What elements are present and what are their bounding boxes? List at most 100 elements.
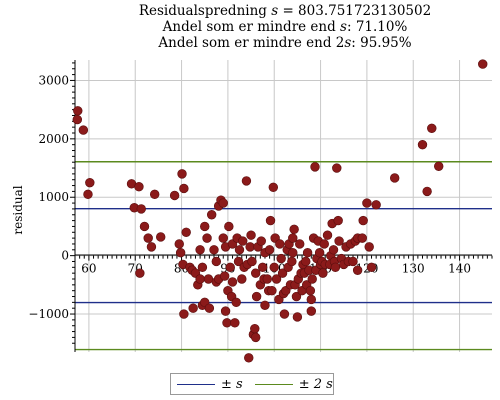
data-point-84 — [264, 245, 275, 255]
ticks: 60708090100110120130140−1000010002000300… — [28, 62, 493, 344]
data-point-28 — [195, 274, 205, 284]
data-point-74 — [251, 291, 262, 302]
data-point-64 — [241, 176, 252, 186]
data-point-155 — [362, 198, 372, 208]
data-point-141 — [332, 163, 342, 173]
data-point-142 — [333, 215, 343, 226]
data-point-26 — [188, 303, 198, 313]
title-line-3-prefix: Andel som er mindre end 2 — [158, 35, 345, 51]
data-point-117 — [302, 248, 313, 258]
title-line-1-value: = 803.751723130502 — [278, 3, 432, 19]
y-tick-label-2000: 2000 — [38, 132, 69, 146]
data-point-160 — [417, 139, 428, 150]
data-point-6 — [134, 182, 144, 192]
legend-swatch-s — [177, 383, 215, 385]
title-line-3: Andel som er mindre end 2s: 95.95% — [75, 35, 495, 51]
data-point-59 — [233, 256, 244, 267]
data-point-16 — [174, 239, 184, 249]
data-point-87 — [268, 182, 279, 193]
data-point-11 — [143, 233, 153, 243]
chart-title: Residualspredning s = 803.751723130502 A… — [75, 3, 495, 51]
data-point-104 — [288, 233, 298, 243]
x-tick-label-130: 130 — [402, 262, 425, 276]
data-point-158 — [371, 200, 381, 210]
data-point-12 — [146, 242, 157, 252]
y-tick-label-3000: 3000 — [38, 73, 69, 87]
data-point-4 — [83, 189, 93, 200]
data-point-92 — [275, 239, 285, 249]
data-point-67 — [245, 242, 255, 252]
data-point-105 — [289, 224, 299, 235]
data-point-46 — [219, 271, 230, 281]
data-point-128 — [314, 248, 325, 258]
data-point-2 — [78, 125, 89, 135]
data-point-78 — [257, 262, 268, 273]
data-point-162 — [427, 123, 437, 134]
data-point-152 — [352, 265, 363, 275]
data-point-131 — [318, 268, 328, 278]
data-point-93 — [276, 253, 286, 264]
data-point-29 — [197, 262, 208, 273]
data-point-60 — [234, 245, 245, 255]
data-point-90 — [271, 274, 282, 284]
data-point-156 — [364, 242, 374, 252]
data-point-119 — [305, 285, 316, 296]
legend-label-2s: ± 2 s — [298, 376, 333, 392]
data-point-10 — [139, 221, 150, 232]
data-point-3 — [85, 177, 95, 188]
data-point-19 — [175, 248, 186, 258]
title-line-2: Andel som er mindre end s: 71.10% — [75, 19, 495, 35]
y-axis-label: residual — [11, 185, 25, 234]
data-point-8 — [136, 204, 146, 214]
data-point-107 — [291, 291, 302, 302]
data-point-30 — [195, 245, 205, 255]
data-point-25 — [179, 309, 189, 319]
data-point-122 — [307, 274, 317, 284]
legend-label-s: ± s — [221, 376, 243, 392]
data-point-80 — [260, 300, 270, 310]
data-point-132 — [319, 239, 329, 249]
title-line-1-var: s — [271, 3, 279, 19]
data-point-73 — [251, 268, 261, 278]
data-point-164 — [478, 59, 488, 69]
title-line-3-value: : 95.95% — [351, 35, 412, 51]
data-point-52 — [225, 262, 235, 273]
data-point-45 — [218, 233, 228, 243]
data-point-124 — [310, 162, 320, 172]
data-point-77 — [256, 236, 266, 246]
data-point-85 — [265, 215, 276, 226]
data-point-17 — [177, 169, 187, 179]
data-point-61 — [237, 274, 247, 284]
data-point-96 — [279, 309, 290, 319]
data-point-44 — [218, 198, 228, 208]
data-points — [72, 59, 488, 363]
data-point-72 — [251, 332, 261, 343]
data-point-69 — [247, 256, 257, 267]
data-point-56 — [230, 318, 240, 328]
data-point-120 — [306, 306, 316, 316]
data-point-38 — [209, 245, 219, 255]
data-point-14 — [156, 232, 166, 242]
data-point-36 — [204, 303, 215, 313]
data-point-88 — [269, 262, 279, 273]
title-line-1: Residualspredning s = 803.751723130502 — [75, 3, 495, 19]
data-point-157 — [366, 262, 377, 273]
y-tick-label-0: 0 — [61, 249, 69, 263]
data-point-18 — [179, 183, 189, 194]
data-point-143 — [334, 236, 344, 246]
data-point-55 — [227, 277, 238, 287]
data-point-159 — [390, 173, 400, 183]
y-tick-label-1000: 1000 — [38, 190, 69, 204]
data-point-33 — [200, 221, 210, 232]
data-point-35 — [203, 274, 214, 284]
data-point-153 — [357, 233, 367, 243]
data-point-115 — [301, 256, 311, 267]
x-tick-label-140: 140 — [448, 262, 471, 276]
title-line-2-var: s — [340, 19, 347, 35]
data-point-15 — [169, 190, 180, 201]
data-point-57 — [231, 297, 241, 308]
data-point-102 — [287, 256, 297, 267]
data-point-110 — [295, 239, 305, 249]
y-tick-label--1000: −1000 — [28, 307, 69, 321]
